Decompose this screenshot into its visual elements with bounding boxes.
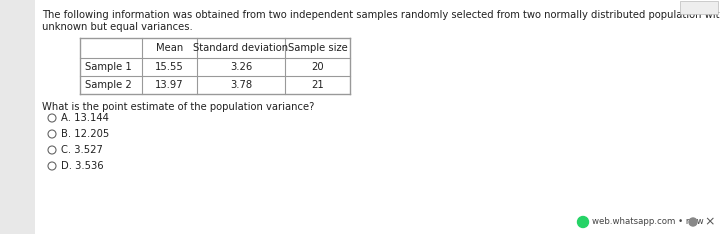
Text: 21: 21 (311, 80, 324, 90)
Circle shape (48, 114, 56, 122)
Text: What is the point estimate of the population variance?: What is the point estimate of the popula… (42, 102, 315, 112)
Text: D. 3.536: D. 3.536 (61, 161, 104, 171)
FancyBboxPatch shape (35, 0, 720, 234)
Text: 3.78: 3.78 (230, 80, 252, 90)
Text: Mean: Mean (156, 43, 183, 53)
Text: 13.97: 13.97 (156, 80, 184, 90)
Text: B. 12.205: B. 12.205 (61, 129, 109, 139)
FancyBboxPatch shape (0, 0, 35, 234)
Text: Sample size: Sample size (287, 43, 347, 53)
Text: ×: × (705, 216, 715, 228)
Circle shape (48, 130, 56, 138)
Bar (80, 38, 350, 94)
Text: 3.26: 3.26 (230, 62, 252, 72)
Text: Sample 1: Sample 1 (85, 62, 132, 72)
Text: A. 13.144: A. 13.144 (61, 113, 109, 123)
Circle shape (577, 216, 588, 227)
Circle shape (689, 218, 697, 226)
Text: 15.55: 15.55 (155, 62, 184, 72)
Text: C. 3.527: C. 3.527 (61, 145, 103, 155)
Text: The following information was obtained from two independent samples randomly sel: The following information was obtained f… (42, 10, 720, 20)
Circle shape (48, 162, 56, 170)
Circle shape (48, 146, 56, 154)
Text: Sample 2: Sample 2 (85, 80, 132, 90)
Text: web.whatsapp.com • now: web.whatsapp.com • now (592, 217, 703, 227)
Bar (680, 1, 718, 14)
Text: Standard deviation: Standard deviation (194, 43, 289, 53)
Text: unknown but equal variances.: unknown but equal variances. (42, 22, 193, 32)
Text: 20: 20 (311, 62, 324, 72)
